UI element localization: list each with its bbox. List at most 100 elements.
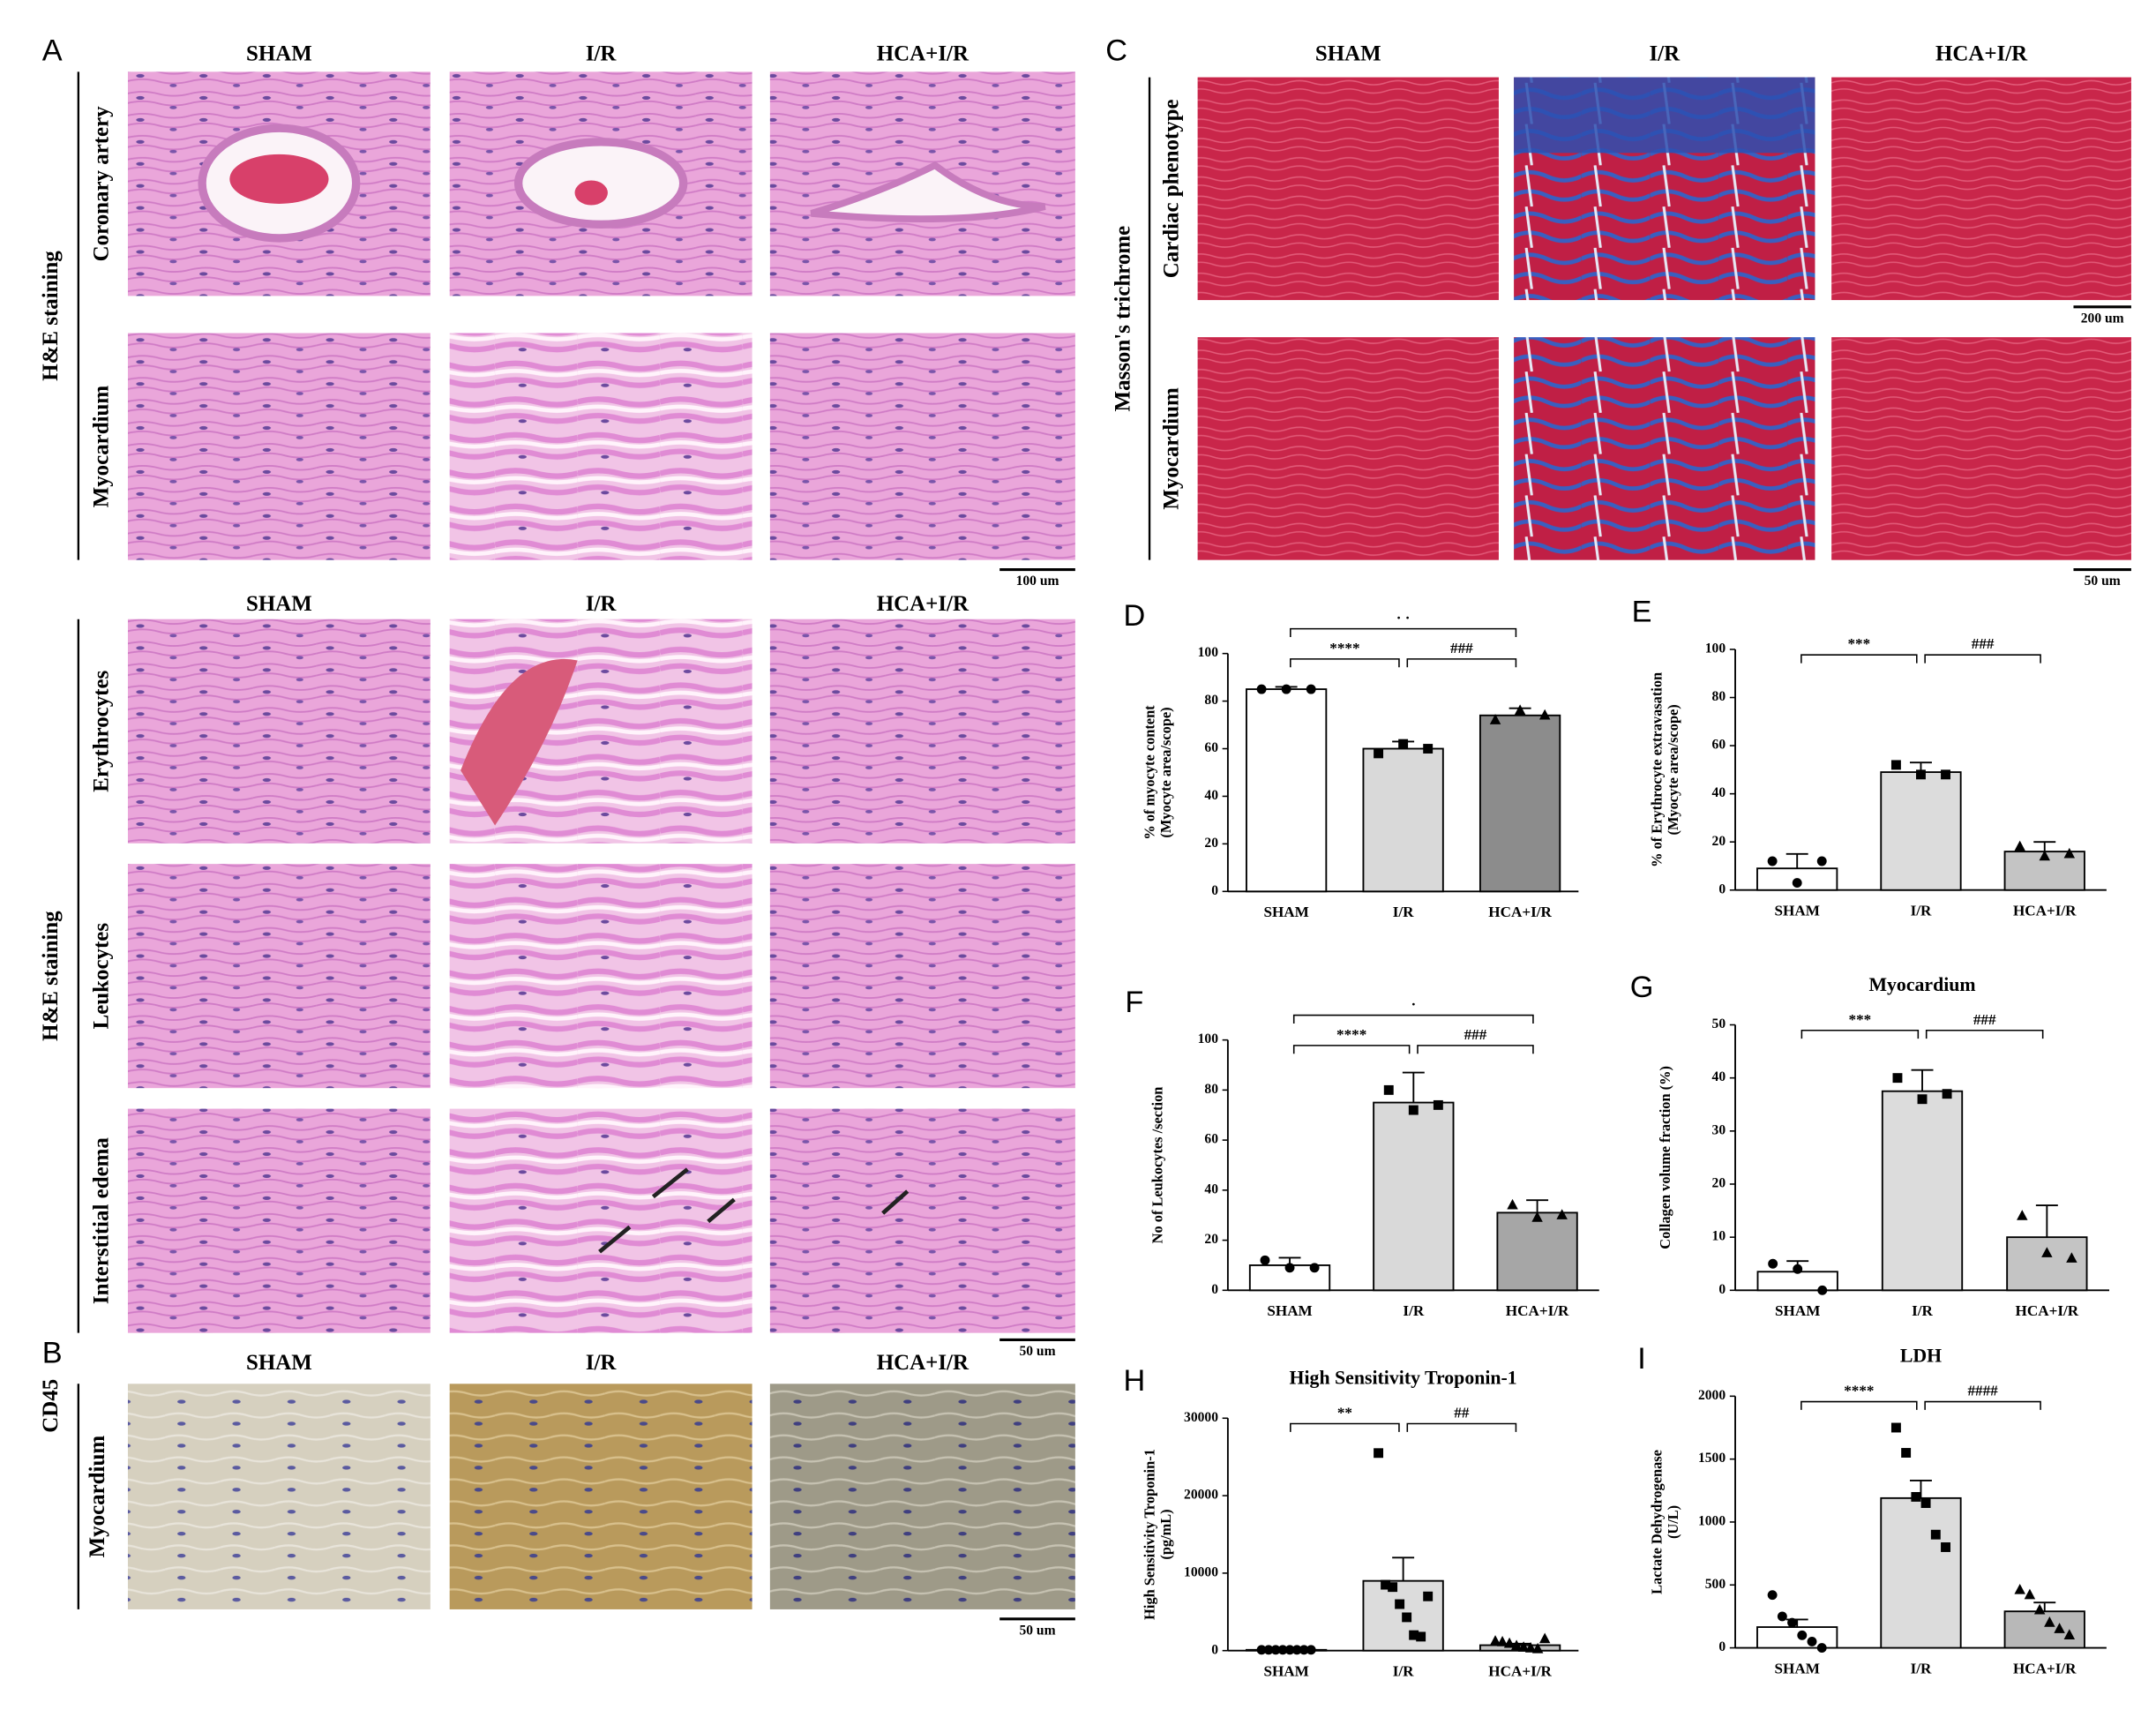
data-point	[1807, 1636, 1817, 1646]
data-point	[1917, 1094, 1928, 1105]
column-header: SHAM	[246, 1351, 312, 1375]
scale-label: 50 um	[1019, 1344, 1055, 1359]
panel-letter: C	[1105, 34, 1127, 68]
micrograph	[1197, 77, 1499, 301]
data-point	[1383, 1084, 1394, 1095]
bar	[1362, 747, 1444, 893]
data-point	[1916, 769, 1926, 780]
x-tick-label: I/R	[1393, 904, 1414, 920]
data-point	[1510, 1639, 1523, 1651]
x-tick-label: SHAM	[1267, 1302, 1312, 1319]
row-label: Myocardium	[90, 386, 114, 508]
data-point	[1489, 1635, 1501, 1646]
x-tick-label: SHAM	[1263, 904, 1308, 920]
y-tick-label: 0	[1211, 1642, 1218, 1657]
x-tick-label: HCA+I/R	[2013, 1660, 2077, 1676]
significance-bracket	[1800, 1029, 1920, 1039]
column-header: I/R	[586, 41, 618, 65]
y-tick-label: 0	[1718, 1639, 1726, 1654]
chart-title: LDH	[1900, 1346, 1942, 1367]
y-tick-label: 2000	[1698, 1388, 1726, 1403]
micrograph	[1514, 337, 1815, 560]
significance-bracket	[1290, 658, 1400, 668]
y-tick-label: 30	[1712, 1122, 1726, 1137]
data-point	[1395, 1599, 1405, 1609]
data-point	[1284, 1645, 1295, 1655]
significance-bracket	[1924, 654, 2041, 664]
significance-bracket	[1406, 1422, 1517, 1432]
data-point	[1524, 1642, 1537, 1653]
y-tick-label: 40	[1204, 1181, 1218, 1196]
data-point	[1538, 709, 1551, 720]
data-point	[1514, 704, 1526, 716]
data-point	[2039, 850, 2050, 861]
micrograph	[127, 864, 430, 1089]
bar	[2003, 1610, 2085, 1649]
y-tick-label: 60	[1712, 738, 1726, 753]
significance-label: ***	[1849, 1011, 1872, 1028]
scale-label: 50 um	[2085, 574, 2121, 589]
data-point	[1517, 1641, 1530, 1652]
data-point	[1299, 1645, 1309, 1655]
x-tick-label: SHAM	[1263, 1663, 1308, 1680]
significance-label: ***	[1847, 635, 1870, 652]
y-tick-label: 1500	[1698, 1451, 1726, 1466]
data-point	[1489, 714, 1501, 724]
column-header: HCA+I/R	[1935, 41, 2028, 65]
x-tick-label: I/R	[1911, 1660, 1932, 1676]
data-point	[1890, 1422, 1901, 1433]
significance-label: ****	[1329, 640, 1359, 656]
row-label: Coronary artery	[90, 106, 114, 262]
data-point	[1381, 1579, 1391, 1590]
x-tick-label: I/R	[1912, 1302, 1933, 1319]
y-tick-label: 0	[1718, 1282, 1726, 1297]
significance-label: ****	[1336, 1026, 1366, 1043]
bar	[1496, 1211, 1578, 1292]
data-point	[1930, 1529, 1941, 1540]
significance-bracket	[1925, 1029, 2044, 1039]
data-point	[1284, 1263, 1295, 1273]
data-point	[1416, 1631, 1426, 1642]
y-tick-label: 40	[1712, 1069, 1726, 1084]
bar	[2006, 1236, 2088, 1292]
micrograph	[769, 1384, 1075, 1609]
micrograph	[769, 864, 1075, 1089]
data-point	[1787, 1617, 1798, 1628]
data-point	[1398, 739, 1409, 749]
significance-label: ###	[1464, 1026, 1487, 1043]
vessel-lumen	[810, 161, 1046, 223]
micrograph	[449, 333, 752, 560]
chart-title: High Sensitivity Troponin-1	[1290, 1368, 1517, 1389]
data-point	[1767, 856, 1778, 866]
significance-bracket	[1292, 1045, 1411, 1054]
data-point	[1433, 1099, 1443, 1110]
x-tick-label: I/R	[1911, 903, 1932, 919]
data-point	[1901, 1448, 1912, 1458]
scale-label: 50 um	[1019, 1623, 1055, 1638]
bar	[1373, 1101, 1455, 1292]
column-header: I/R	[586, 1351, 618, 1375]
panel-letter: E	[1632, 596, 1652, 629]
significance-label: ###	[1972, 635, 1995, 652]
x-tick-label: HCA+I/R	[2016, 1302, 2079, 1319]
y-axis-label: No of Leukocytes /section	[1149, 1087, 1166, 1244]
significance-bracket	[1292, 1014, 1534, 1024]
column-header: I/R	[1649, 41, 1681, 65]
y-tick-label: 40	[1204, 788, 1218, 803]
significance-bracket	[1924, 1400, 2041, 1410]
panel-letter: F	[1125, 986, 1143, 1019]
y-tick-label: 50	[1712, 1016, 1726, 1031]
y-tick-label: 60	[1204, 740, 1218, 755]
x-tick-label: HCA+I/R	[2013, 903, 2077, 919]
data-point	[1507, 1198, 1518, 1210]
significance-bracket	[1290, 1422, 1400, 1432]
data-point	[1767, 1590, 1778, 1601]
data-point	[2014, 1583, 2025, 1594]
y-tick-label: 30000	[1184, 1410, 1218, 1425]
data-point	[1777, 1611, 1787, 1622]
x-tick-label: I/R	[1393, 1663, 1414, 1680]
significance-label: **	[1337, 1405, 1352, 1421]
data-point	[2054, 1623, 2065, 1633]
column-header: I/R	[586, 592, 618, 616]
